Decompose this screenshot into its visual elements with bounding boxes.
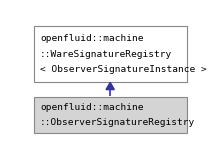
Bar <box>34 97 187 133</box>
Text: openfluid::machine: openfluid::machine <box>40 34 144 43</box>
Bar <box>34 26 187 82</box>
Text: < ObserverSignatureInstance >: < ObserverSignatureInstance > <box>40 65 207 74</box>
Text: ::WareSignatureRegistry: ::WareSignatureRegistry <box>40 50 172 59</box>
Text: ::ObserverSignatureRegistry: ::ObserverSignatureRegistry <box>40 118 195 127</box>
Text: openfluid::machine: openfluid::machine <box>40 102 144 112</box>
Polygon shape <box>106 82 114 90</box>
